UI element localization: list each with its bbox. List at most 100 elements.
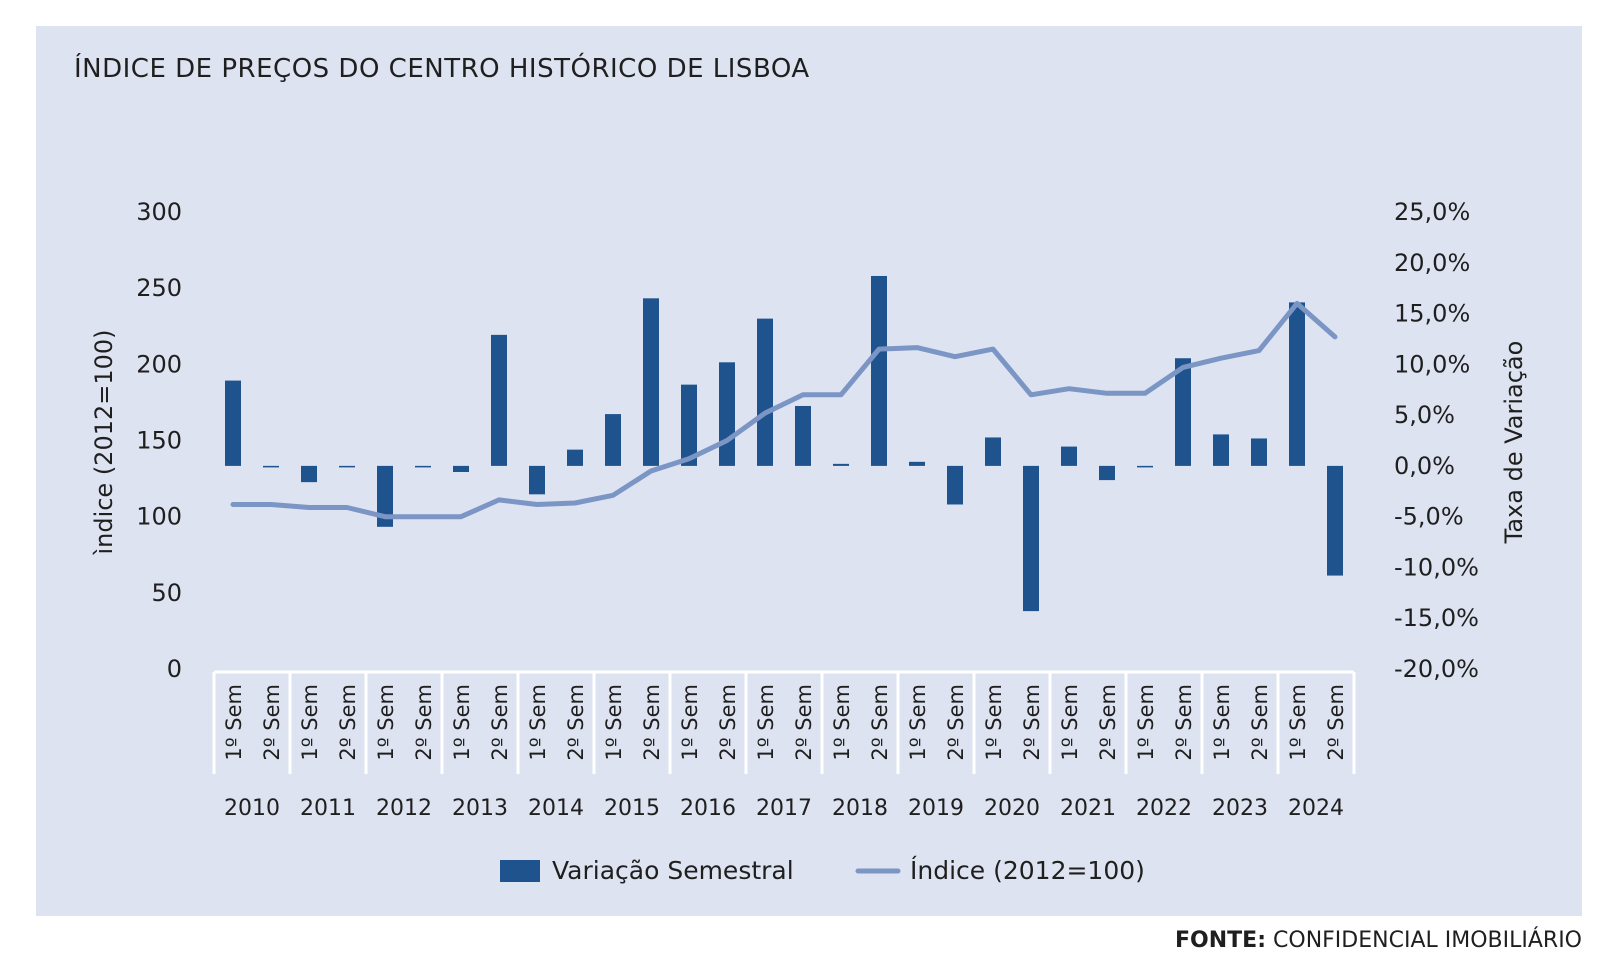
year-label: 2010: [224, 796, 280, 821]
variation-bar: [1289, 302, 1305, 466]
right-axis-tick-label: -5,0%: [1394, 503, 1464, 531]
variation-bar: [377, 465, 393, 527]
index-point: [878, 348, 880, 350]
index-line: [230, 300, 1338, 520]
variation-bar: [567, 449, 583, 466]
variation-bar: [529, 465, 545, 495]
index-point: [384, 516, 386, 518]
semester-label: 2º Sem: [640, 684, 664, 761]
index-point: [1258, 350, 1260, 352]
year-label: 2012: [376, 796, 432, 821]
semester-label: 1º Sem: [222, 684, 246, 761]
semester-label: 2º Sem: [716, 684, 740, 761]
variation-bar: [301, 465, 317, 483]
year-label: 2017: [756, 796, 812, 821]
index-point: [954, 356, 956, 358]
year-label: 2021: [1060, 796, 1116, 821]
index-point: [688, 458, 690, 460]
variation-bar: [1061, 446, 1077, 466]
right-axis-tick-label: 10,0%: [1394, 350, 1470, 378]
index-point: [232, 503, 234, 505]
index-point: [422, 516, 424, 518]
chart-panel: ÍNDICE DE PREÇOS DO CENTRO HISTÓRICO DE …: [36, 26, 1582, 916]
variation-bar: [757, 318, 773, 466]
semester-label: 1º Sem: [1286, 684, 1310, 761]
index-point: [460, 516, 462, 518]
index-point: [802, 394, 804, 396]
semester-label: 1º Sem: [374, 684, 398, 761]
index-point: [916, 347, 918, 349]
right-axis-tick-label: -15,0%: [1394, 604, 1479, 632]
index-point: [1144, 392, 1146, 394]
semester-label: 1º Sem: [906, 684, 930, 761]
index-point: [270, 503, 272, 505]
year-label: 2015: [604, 796, 660, 821]
semester-label: 1º Sem: [1058, 684, 1082, 761]
left-axis-tick-label: 0: [167, 655, 182, 683]
semester-label: 2º Sem: [564, 684, 588, 761]
semester-label: 1º Sem: [754, 684, 778, 761]
right-axis-tick-label: 20,0%: [1394, 249, 1470, 277]
legend-label-bar: Variação Semestral: [552, 856, 794, 885]
index-point: [612, 494, 614, 496]
semester-label: 1º Sem: [450, 684, 474, 761]
variation-bar: [453, 465, 469, 472]
variation-bar: [833, 463, 849, 466]
variation-bar: [491, 334, 507, 466]
variation-bar: [681, 384, 697, 466]
variation-bar: [263, 465, 279, 468]
year-label: 2019: [908, 796, 964, 821]
left-axis-tick-label: 150: [136, 427, 182, 455]
variation-bar: [1251, 438, 1267, 466]
variation-bar: [1099, 465, 1115, 481]
year-label: 2020: [984, 796, 1040, 821]
year-label: 2014: [528, 796, 584, 821]
variation-bar: [1175, 358, 1191, 466]
semester-label: 2º Sem: [1324, 684, 1348, 761]
semester-label: 2º Sem: [944, 684, 968, 761]
left-axis-title: ìndice (2012=100): [90, 329, 118, 555]
left-axis-tick-label: 250: [136, 274, 182, 302]
semester-label: 2º Sem: [868, 684, 892, 761]
variation-bar: [1023, 465, 1039, 612]
semester-label: 2º Sem: [1096, 684, 1120, 761]
year-label: 2023: [1212, 796, 1268, 821]
variation-bar: [1137, 465, 1153, 468]
semester-label: 2º Sem: [488, 684, 512, 761]
left-axis-tick-label: 50: [151, 579, 182, 607]
index-point: [1220, 357, 1222, 359]
year-label: 2024: [1288, 796, 1344, 821]
semester-label: 2º Sem: [336, 684, 360, 761]
semester-label: 2º Sem: [1020, 684, 1044, 761]
semester-label: 1º Sem: [1134, 684, 1158, 761]
index-point: [1030, 394, 1032, 396]
variation-bar: [719, 362, 735, 466]
semester-label: 2º Sem: [792, 684, 816, 761]
right-axis-title: Taxa de Variação: [1500, 341, 1528, 545]
right-axis-tick-label: 25,0%: [1394, 198, 1470, 226]
year-label: 2022: [1136, 796, 1192, 821]
semester-label: 2º Sem: [1172, 684, 1196, 761]
index-point: [574, 502, 576, 504]
variation-bar: [339, 465, 355, 468]
right-axis-tick-label: 0,0%: [1394, 452, 1455, 480]
semester-label: 1º Sem: [678, 684, 702, 761]
index-point: [346, 507, 348, 509]
year-label: 2013: [452, 796, 508, 821]
index-point: [764, 412, 766, 414]
semester-label: 1º Sem: [298, 684, 322, 761]
variation-bar: [947, 465, 963, 505]
index-point: [1106, 392, 1108, 394]
variation-bar: [795, 405, 811, 466]
left-axis-tick-label: 200: [136, 350, 182, 378]
legend-swatch-bar: [500, 860, 540, 882]
semester-label: 2º Sem: [412, 684, 436, 761]
semester-label: 1º Sem: [830, 684, 854, 761]
variation-bar: [1327, 465, 1343, 576]
variation-bar: [1213, 434, 1229, 466]
right-axis-tick-label: -10,0%: [1394, 553, 1479, 581]
source-label: FONTE:: [1175, 928, 1267, 953]
left-axis-tick-label: 300: [136, 198, 182, 226]
index-point: [840, 394, 842, 396]
variation-bar: [605, 414, 621, 466]
